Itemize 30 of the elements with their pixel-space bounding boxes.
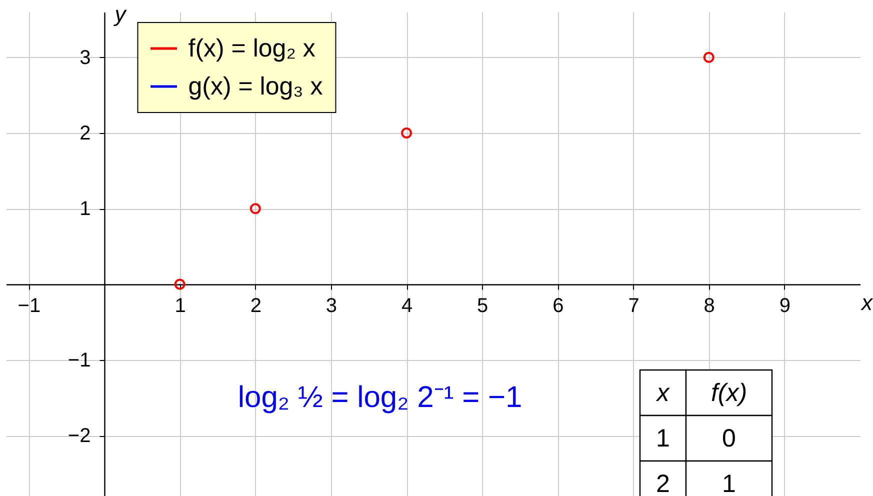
annotation: 0 (722, 424, 736, 452)
x-tick-label: 1 (174, 294, 186, 317)
y-tick-label: 3 (80, 46, 91, 69)
annotation: 1 (722, 470, 736, 496)
point (250, 203, 261, 214)
y-tick-label: 1 (80, 198, 91, 220)
x-tick-label: 3 (326, 294, 338, 317)
y-tick-label: −2 (68, 425, 91, 447)
legend-label: f(x) = log₂ x (188, 34, 316, 62)
x-tick-label: 7 (628, 294, 640, 317)
x-tick-label: −1 (18, 294, 41, 317)
x-tick-label: 8 (704, 294, 715, 317)
x-tick-label: 2 (250, 294, 262, 317)
annotation: 1 (656, 424, 670, 452)
annotation: log₂ ½ = log₂ 2⁻¹ = −1 (238, 381, 522, 414)
legend-label: g(x) = log₃ x (188, 72, 324, 100)
x-tick-label: 5 (477, 294, 488, 317)
point (401, 128, 412, 138)
x-tick-label: 9 (779, 294, 790, 317)
point (174, 278, 186, 290)
y-tick-label: 2 (80, 122, 91, 144)
annotation: x (656, 378, 671, 407)
annotation: f(x) (710, 378, 748, 407)
x-tick-label: 4 (401, 294, 413, 317)
y-tick-label: −1 (68, 349, 91, 372)
y-axis-title: y (112, 2, 128, 26)
x-axis-title: x (860, 290, 873, 315)
x-tick-label: 6 (552, 294, 564, 317)
point (703, 52, 714, 63)
annotation: 2 (656, 470, 670, 496)
